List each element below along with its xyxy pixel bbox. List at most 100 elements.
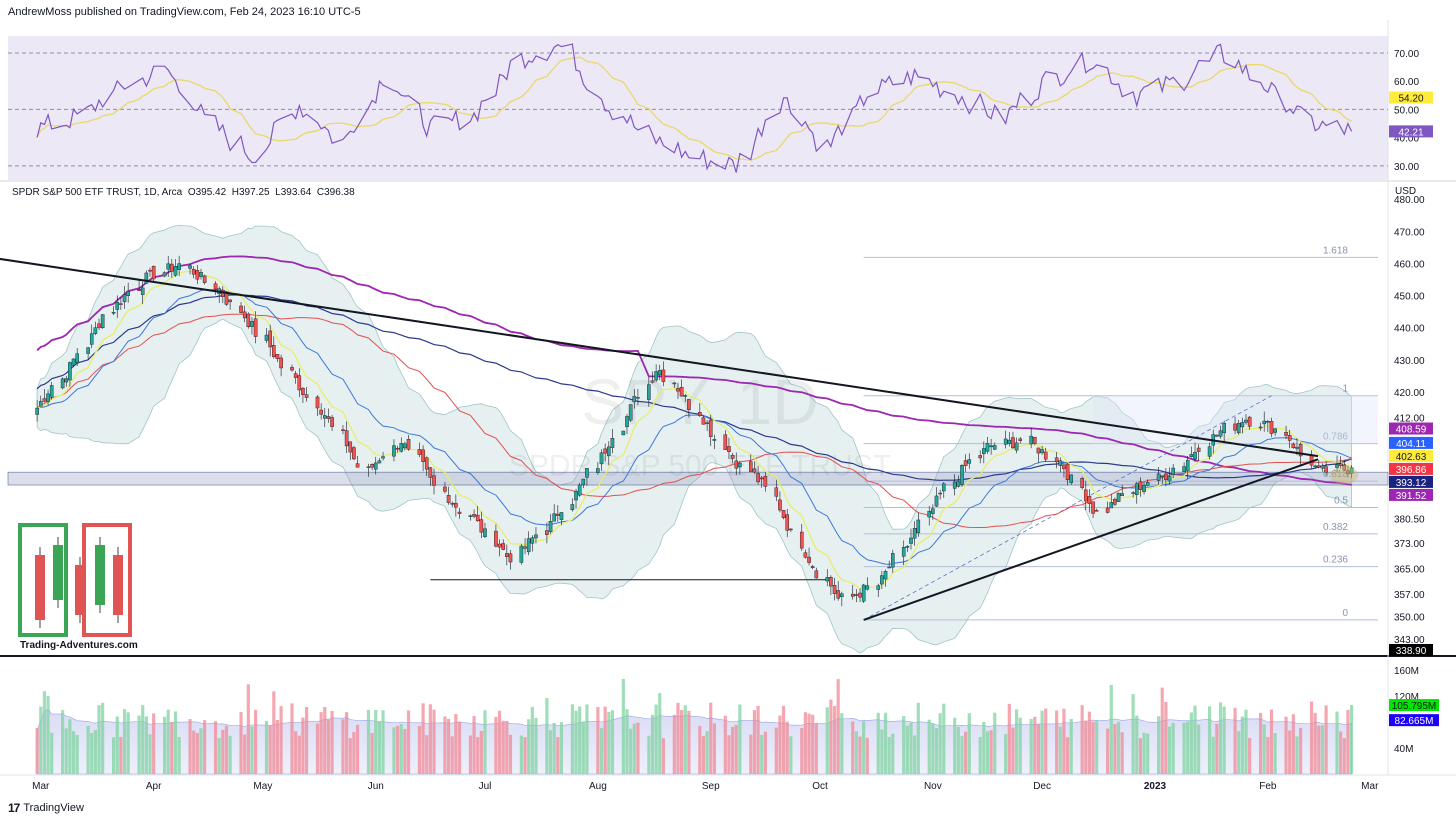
- volume-bar: [97, 705, 100, 774]
- candle-body: [43, 399, 46, 402]
- candle-body: [753, 469, 756, 472]
- candle-body: [1288, 435, 1291, 440]
- volume-bar: [611, 710, 614, 774]
- time-axis-label: Mar: [1361, 781, 1379, 792]
- candle-body: [1019, 439, 1022, 441]
- candle-body: [494, 531, 497, 546]
- volume-bar: [509, 735, 512, 774]
- candle-body: [804, 553, 807, 557]
- candle-body: [1070, 475, 1073, 483]
- volume-bar: [272, 691, 275, 774]
- price-tick-label: 440.00: [1394, 324, 1425, 335]
- candle-body: [425, 458, 428, 470]
- volume-bar: [43, 691, 46, 774]
- candle-body: [1055, 458, 1058, 462]
- candle-body: [764, 476, 767, 486]
- candle-body: [229, 300, 232, 302]
- tradingview-logo[interactable]: 17 TradingView: [8, 801, 84, 815]
- candle-body: [352, 448, 355, 459]
- volume-bar: [1168, 727, 1171, 774]
- volume-bar: [396, 726, 399, 774]
- candle-body: [1117, 493, 1120, 502]
- volume-bar: [1266, 737, 1269, 774]
- candle-body: [735, 461, 738, 468]
- candle-body: [68, 362, 71, 380]
- volume-bar: [367, 710, 370, 774]
- candle-body: [447, 495, 450, 502]
- volume-bar: [345, 712, 348, 774]
- volume-bar: [534, 718, 537, 774]
- volume-bar: [647, 736, 650, 774]
- volume-bar: [1223, 706, 1226, 774]
- candle-body: [662, 370, 665, 382]
- volume-bar: [735, 725, 738, 774]
- logo-candle-body: [95, 545, 105, 605]
- candle-body: [1197, 448, 1200, 452]
- candle-body: [1059, 461, 1062, 466]
- candle-body: [709, 420, 712, 437]
- volume-pane: [36, 679, 1354, 774]
- volume-bar: [906, 726, 909, 774]
- candle-body: [1106, 508, 1109, 512]
- candle-body: [993, 445, 996, 449]
- open-value: 395.42: [196, 187, 227, 198]
- volume-bar: [807, 714, 810, 774]
- volume-bar: [341, 719, 344, 774]
- candle-body: [1321, 466, 1324, 469]
- candle-body: [1339, 464, 1342, 466]
- volume-bar: [1314, 713, 1317, 774]
- volume-bar: [305, 707, 308, 774]
- candle-body: [574, 491, 577, 500]
- price-badge-label: 396.86: [1396, 465, 1427, 476]
- candle-body: [917, 520, 920, 533]
- candle-body: [1314, 466, 1317, 467]
- volume-bar: [403, 729, 406, 774]
- candle-body: [247, 314, 250, 327]
- time-axis-label: Apr: [146, 781, 162, 792]
- volume-bar: [662, 738, 665, 774]
- candle-body: [502, 543, 505, 549]
- volume-bar: [454, 714, 457, 774]
- candle-body: [61, 379, 64, 388]
- candle-body: [789, 529, 792, 530]
- candle-body: [673, 383, 676, 384]
- volume-bar: [374, 710, 377, 774]
- volume-tick-label: 160M: [1394, 666, 1419, 677]
- volume-bar: [698, 726, 701, 774]
- volume-bar: [1084, 721, 1087, 774]
- volume-bar: [1212, 737, 1215, 774]
- candle-body: [469, 516, 472, 517]
- volume-bar: [1157, 716, 1160, 774]
- rsi-badge-label: 54.20: [1398, 94, 1423, 105]
- volume-bar: [545, 698, 548, 774]
- candle-body: [1066, 464, 1069, 479]
- volume-bar: [137, 716, 140, 774]
- low-value: 393.64: [281, 187, 312, 198]
- volume-bar: [629, 729, 632, 774]
- candle-body: [1004, 439, 1007, 444]
- volume-bar: [1241, 717, 1244, 774]
- volume-bar: [596, 707, 599, 774]
- candle-body: [738, 463, 741, 467]
- volume-bar: [1186, 721, 1189, 774]
- volume-bar: [651, 715, 654, 774]
- volume-bar: [1081, 705, 1084, 774]
- volume-bar: [250, 726, 253, 774]
- candle-body: [505, 553, 508, 556]
- volume-bar: [378, 722, 381, 774]
- ohlc-legend[interactable]: SPDR S&P 500 ETF TRUST, 1D, Arca O395.42…: [12, 187, 355, 198]
- candle-body: [254, 319, 257, 337]
- volume-bar: [320, 712, 323, 774]
- volume-bar: [1292, 714, 1295, 774]
- candle-body: [1161, 476, 1164, 477]
- volume-bar: [1193, 706, 1196, 774]
- volume-bar: [1066, 737, 1069, 774]
- volume-bar: [90, 733, 93, 774]
- volume-bar: [582, 722, 585, 774]
- candle-body: [982, 448, 985, 453]
- candle-body: [116, 302, 119, 309]
- currency-label: USD: [1395, 186, 1416, 197]
- volume-bar: [163, 717, 166, 774]
- candle-body: [702, 418, 705, 425]
